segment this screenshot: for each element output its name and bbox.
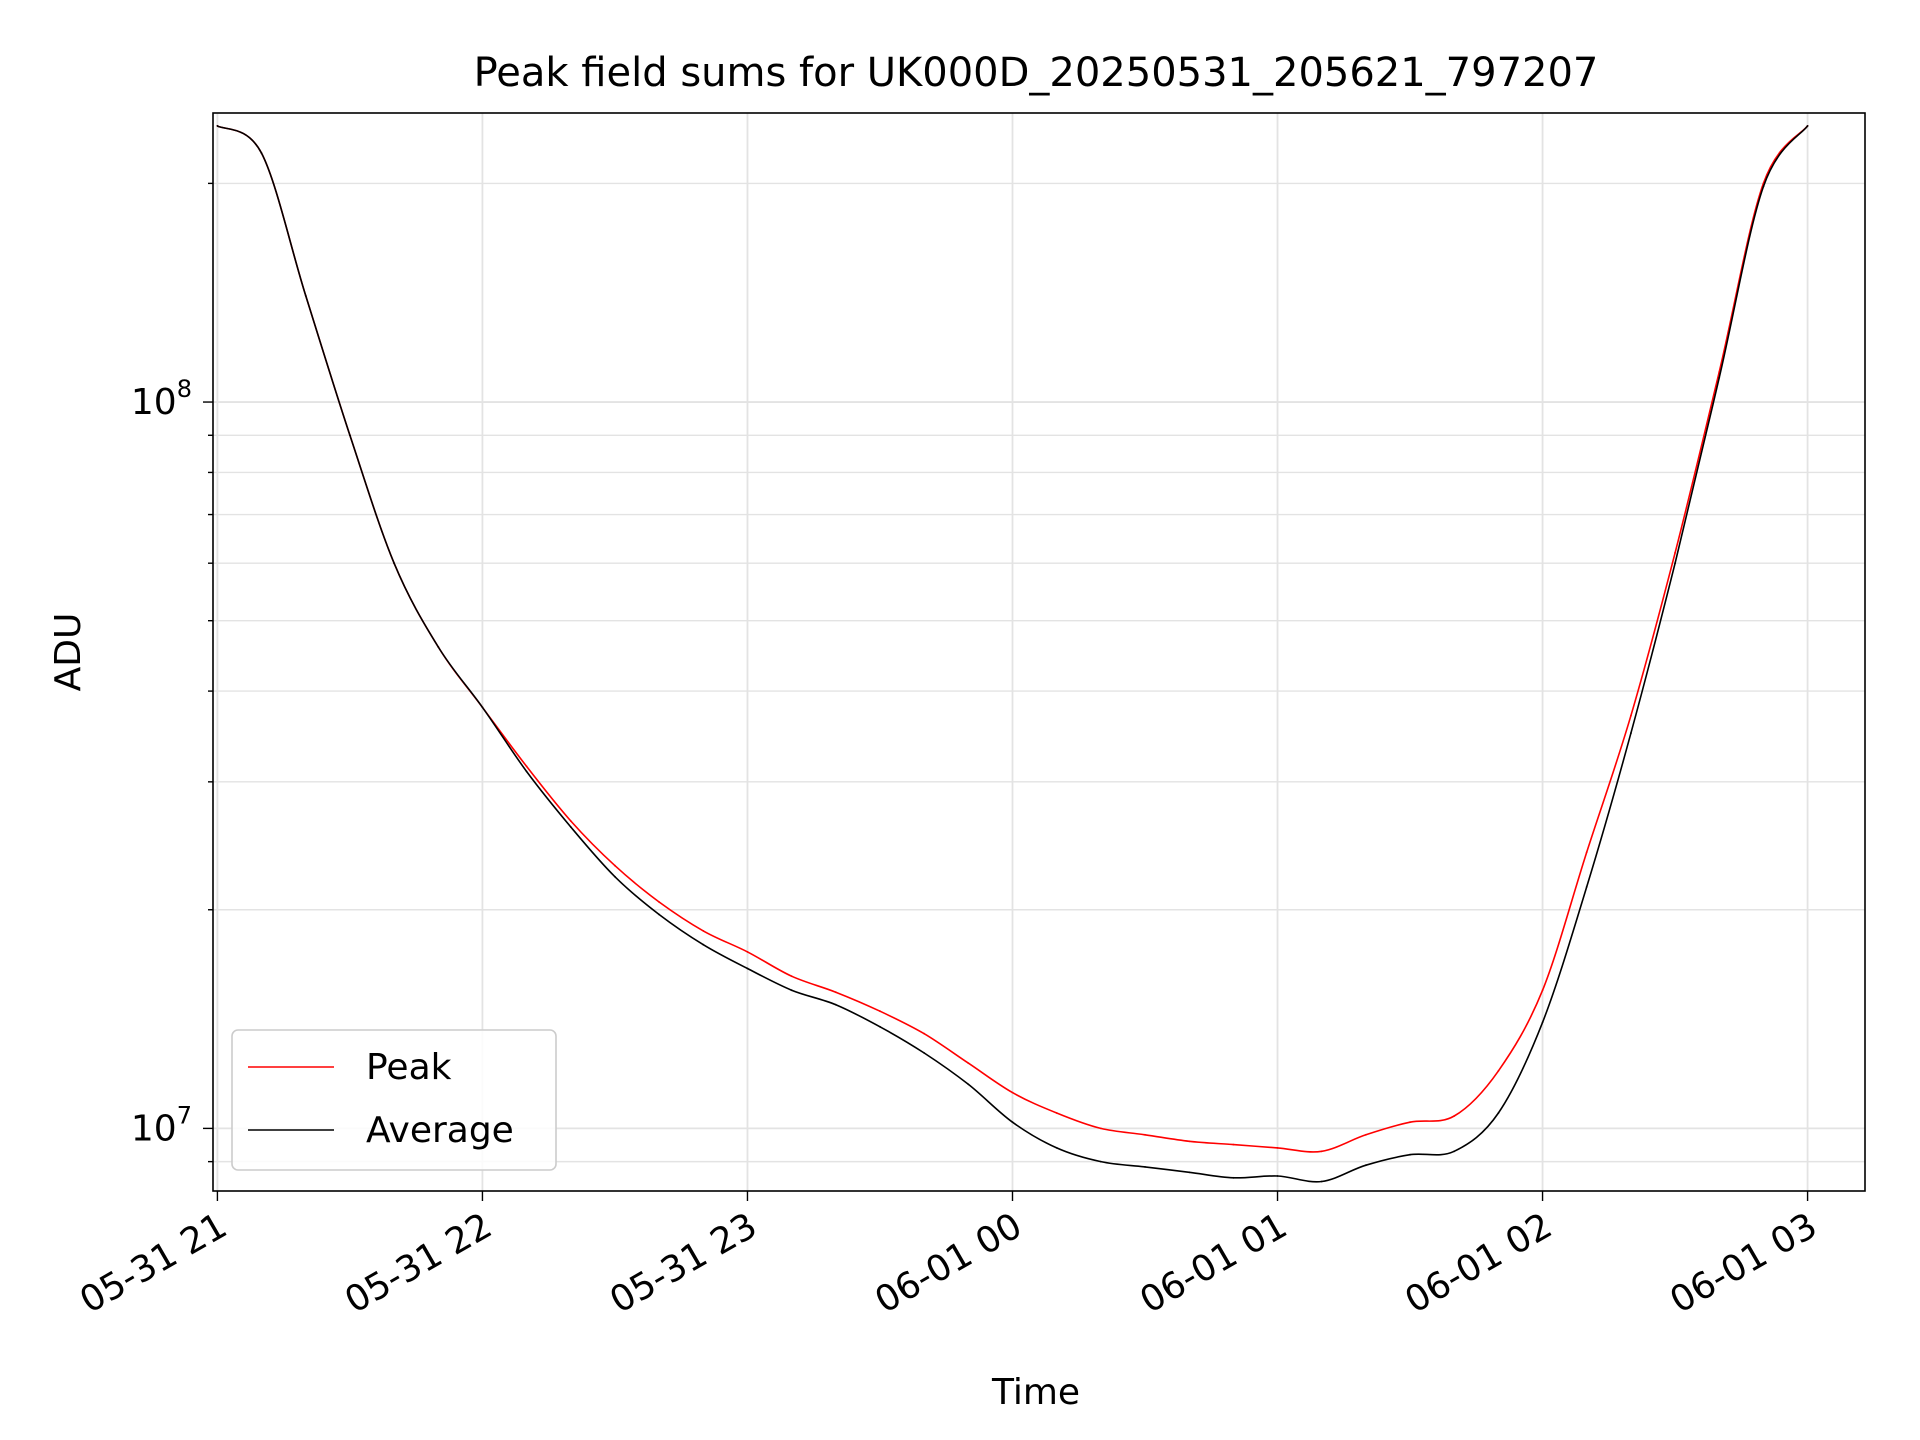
legend-label-peak: Peak: [366, 1047, 452, 1088]
data-point: [1541, 989, 1544, 992]
data-point: [1585, 851, 1588, 854]
data-point: [1232, 1176, 1235, 1179]
plot-frame: [212, 112, 1866, 1192]
y-tick-exponent: 8: [177, 375, 192, 403]
data-point: [1497, 1070, 1500, 1072]
data-point: [1144, 1133, 1146, 1136]
data-point: [1409, 1153, 1411, 1156]
data-point: [1232, 1143, 1235, 1146]
data-point: [1144, 1166, 1146, 1168]
data-point: [304, 295, 307, 297]
data-point: [702, 930, 705, 932]
y-tick-base: 10: [131, 1108, 177, 1149]
data-point: [658, 913, 660, 916]
legend-box: [231, 1029, 557, 1171]
data-point: [1453, 1115, 1456, 1117]
data-point: [260, 152, 263, 155]
data-point: [834, 991, 837, 994]
data-point: [393, 562, 395, 565]
data-point: [790, 989, 793, 992]
data-point: [967, 1062, 970, 1064]
data-point: [1188, 1171, 1191, 1174]
data-point: [879, 1025, 881, 1028]
y-tick-label: 107: [131, 1101, 192, 1149]
data-point: [702, 943, 705, 946]
x-axis-label: Time: [991, 1372, 1080, 1413]
data-point: [1365, 1164, 1367, 1167]
data-point: [216, 125, 219, 127]
data-point: [1055, 1112, 1058, 1114]
y-tick-exponent: 7: [177, 1101, 192, 1129]
data-point: [1762, 185, 1765, 188]
data-point: [879, 1010, 881, 1013]
data-point: [1276, 1175, 1279, 1177]
data-point: [1585, 886, 1588, 888]
series-layer: [216, 125, 1809, 1183]
data-point: [569, 826, 572, 828]
data-point: [1188, 1140, 1191, 1143]
data-point: [481, 706, 484, 709]
data-point: [834, 1003, 837, 1006]
y-axis-label: ADU: [48, 613, 89, 692]
data-point: [923, 1052, 926, 1054]
data-point: [746, 951, 749, 953]
grid: [213, 113, 1865, 1191]
legend: Peak Average: [231, 1029, 557, 1171]
data-point: [1099, 1127, 1102, 1130]
data-point: [1630, 732, 1632, 735]
data-point: [1011, 1121, 1014, 1124]
data-point: [1099, 1160, 1102, 1163]
data-point: [1011, 1091, 1014, 1094]
data-point: [967, 1083, 970, 1086]
data-point: [1674, 562, 1676, 565]
data-point: [1320, 1150, 1323, 1153]
data-point: [614, 864, 616, 867]
data-point: [1453, 1150, 1456, 1153]
data-point: [923, 1032, 926, 1035]
data-point: [1055, 1147, 1058, 1149]
data-point: [1718, 376, 1721, 379]
y-tick-label: 108: [131, 375, 192, 423]
data-point: [437, 646, 440, 648]
data-point: [525, 765, 528, 768]
data-point: [1630, 714, 1632, 717]
data-point: [1674, 551, 1676, 554]
data-point: [614, 875, 616, 878]
data-point: [790, 975, 793, 978]
data-point: [1409, 1121, 1411, 1124]
data-point: [1320, 1180, 1323, 1183]
series-line-average: [216, 125, 1809, 1183]
data-point: [525, 770, 528, 773]
data-point: [1276, 1147, 1279, 1149]
data-point: [746, 967, 749, 970]
data-point: [1541, 1021, 1544, 1024]
data-point: [658, 901, 660, 903]
legend-label-average: Average: [366, 1110, 514, 1151]
data-point: [1365, 1133, 1367, 1136]
y-tick-base: 10: [131, 382, 177, 423]
data-point: [349, 434, 351, 437]
data-point: [1497, 1112, 1500, 1114]
chart-title: Peak field sums for UK000D_20250531_2056…: [474, 50, 1599, 96]
data-point: [1806, 125, 1809, 127]
data-point: [569, 820, 572, 822]
